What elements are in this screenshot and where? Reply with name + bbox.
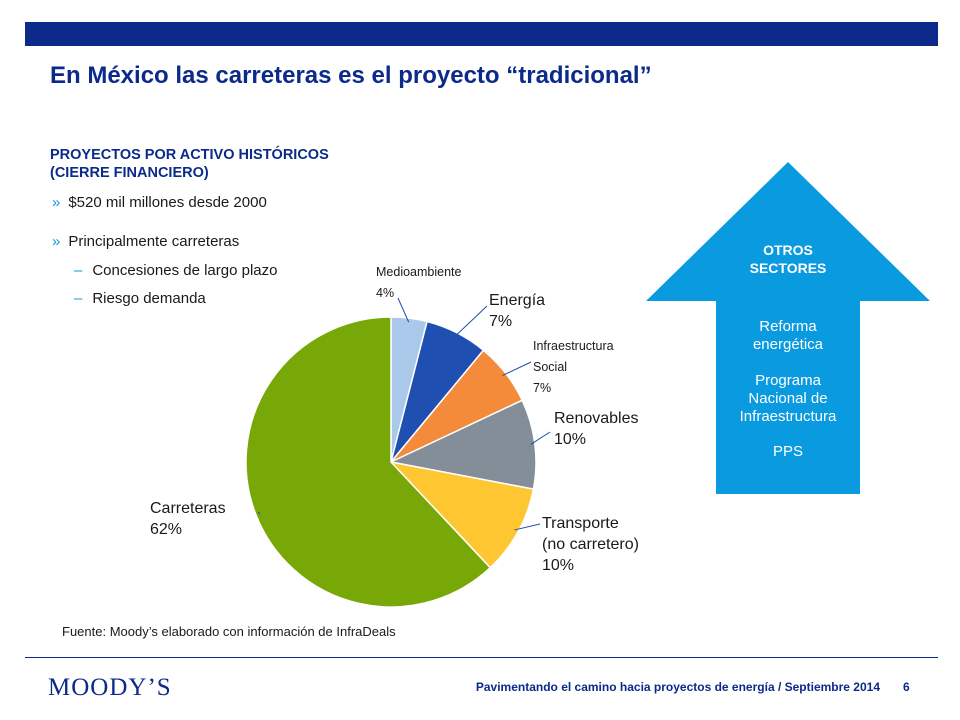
arrow-item-line: Infraestructura (739, 408, 837, 425)
bullet-text: Principalmente carreteras (68, 233, 240, 250)
leader-line-transporte (514, 523, 541, 531)
slice-label-line: Carreteras (150, 500, 226, 517)
sub-bullet-item: – Concesiones de largo plazo (74, 262, 277, 279)
slice-label-line: Infraestructura (533, 339, 614, 353)
arrow-heading: OTROS SECTORES (716, 241, 860, 277)
sub-bullet-text: Concesiones de largo plazo (92, 262, 278, 279)
leader-line-renovables (530, 431, 551, 445)
slice-label-line: Energía (489, 292, 546, 309)
chart-subtitle: PROYECTOS POR ACTIVO HISTÓRICOS (CIERRE … (50, 146, 329, 182)
slice-label-line: Transporte (542, 515, 619, 532)
slice-label-line: Social (533, 360, 568, 374)
slice-label-line: 7% (533, 381, 552, 395)
slice-label-line: 7% (489, 313, 513, 330)
slice-label-line: 62% (150, 521, 183, 538)
bullet-text: $520 mil millones desde 2000 (68, 194, 267, 211)
slice-label-line: (no carretero) (542, 536, 639, 553)
footer-divider (25, 657, 938, 658)
leader-line-medioambiente (397, 297, 410, 323)
arrow-item-pps: PPS (716, 443, 860, 461)
arrow-item-line: Programa (755, 372, 821, 389)
pie-slice-transporte (388, 460, 535, 569)
arrow-item-reforma: Reforma energética (716, 318, 860, 354)
pie-slice-carreteras (245, 316, 492, 608)
arrow-item-line: Nacional de (748, 390, 828, 407)
sub-bullet-marker: – (74, 262, 83, 279)
bullet-marker: » (52, 194, 61, 211)
footer-text: Pavimentando el camino hacia proyectos d… (475, 680, 880, 694)
arrow-item-line: energética (752, 336, 824, 353)
slice-label-renovables: Renovables 10% (554, 408, 639, 450)
sub-bullet-item: – Riesgo demanda (74, 290, 206, 307)
up-arrow-shape (646, 162, 930, 494)
arrow-heading-line: SECTORES (749, 260, 827, 276)
slice-label-medioambiente: Medioambiente 4% (376, 262, 461, 304)
slice-label-line: Renovables (554, 410, 639, 427)
slice-label-line: Medioambiente (376, 265, 462, 279)
subtitle-line-2: (CIERRE FINANCIERO) (50, 165, 209, 181)
top-banner (25, 22, 938, 46)
source-note: Fuente: Moody’s elaborado con informació… (62, 624, 396, 639)
pie-slices (245, 316, 537, 608)
arrow-item-programa: Programa Nacional de Infraestructura (716, 372, 860, 426)
slice-label-line: 4% (376, 286, 395, 300)
arrow-item-line: Reforma (759, 318, 817, 335)
sub-bullet-text: Riesgo demanda (92, 290, 206, 307)
page-title: En México las carreteras es el proyecto … (50, 62, 652, 89)
slice-label-line: 10% (542, 557, 575, 574)
pie-slice-renovables (388, 399, 537, 491)
slice-label-energia: Energía 7% (489, 290, 545, 332)
subtitle-line-1: PROYECTOS POR ACTIVO HISTÓRICOS (50, 147, 329, 163)
bullet-item: » Principalmente carreteras (52, 233, 239, 250)
leader-line-energia (454, 305, 488, 337)
slice-label-infraestructura-social: Infraestructura Social 7% (533, 336, 614, 399)
arrow-heading-line: OTROS (763, 242, 813, 258)
arrow-item-line: PPS (772, 443, 803, 460)
slice-label-line: 10% (554, 431, 587, 448)
leader-line-infraestructura-social (502, 361, 532, 377)
page-number: 6 (903, 680, 910, 694)
bullet-item: » $520 mil millones desde 2000 (52, 194, 267, 211)
slice-label-carreteras: Carreteras 62% (150, 498, 226, 540)
pie-leader-lines (257, 297, 551, 531)
slice-label-transporte: Transporte (no carretero) 10% (542, 513, 639, 576)
bullet-marker: » (52, 233, 61, 250)
leader-line-carreteras (257, 511, 261, 515)
sub-bullet-marker: – (74, 290, 83, 307)
moodys-logo: MOODY’S (48, 674, 172, 701)
